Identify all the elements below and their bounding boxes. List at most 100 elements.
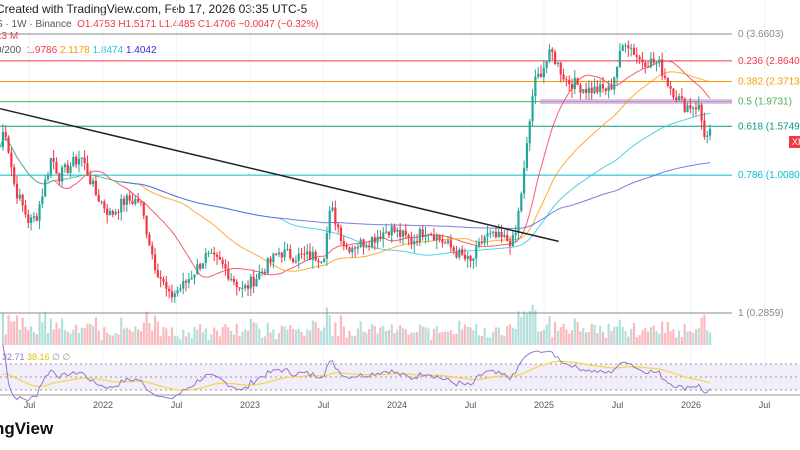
volume-bar	[162, 326, 165, 345]
volume-bar	[24, 326, 27, 345]
volume-bar	[542, 329, 545, 345]
fib-level-label: 0 (3.6603)	[738, 29, 784, 40]
candle-body	[553, 51, 557, 64]
volume-bar	[72, 329, 75, 345]
candle-body	[520, 193, 523, 211]
volume-bar	[463, 324, 467, 345]
candle-body	[666, 77, 669, 87]
volume-bar	[210, 334, 213, 345]
volume-bar	[320, 330, 323, 345]
candle-body	[49, 158, 52, 175]
volume-bar	[365, 332, 368, 345]
volume-bar	[455, 333, 458, 345]
volume-bar	[66, 331, 69, 345]
volume-bar	[630, 328, 633, 345]
volume-bar	[523, 311, 526, 345]
volume-bar	[356, 328, 359, 345]
volume-bar	[106, 332, 109, 345]
candle-body	[365, 246, 368, 248]
volume-bar	[376, 333, 379, 345]
volume-bar	[427, 328, 430, 345]
volume-bar	[170, 327, 174, 345]
candle-body	[525, 143, 529, 169]
symbol-info[interactable]: S · 1W · Binance	[0, 19, 72, 30]
volume-bar	[655, 331, 658, 345]
candle-body	[686, 105, 689, 112]
candle-body	[213, 252, 216, 255]
candle-body	[452, 247, 455, 252]
volume-bar	[663, 333, 667, 345]
tradingview-logo[interactable]: ngView	[0, 419, 54, 438]
volume-bar	[694, 329, 698, 345]
candle-body	[458, 249, 461, 258]
candle-body	[210, 252, 213, 254]
volume-bar	[184, 336, 188, 345]
volume-bar	[590, 323, 593, 345]
candle-body	[596, 86, 599, 93]
candle-body	[24, 205, 27, 215]
candle-body	[94, 180, 97, 195]
candle-body	[615, 66, 619, 78]
candle-body	[630, 47, 633, 49]
candle-body	[80, 157, 83, 159]
volume-bar	[506, 325, 509, 345]
volume-bar	[700, 317, 703, 345]
candle-body	[424, 234, 427, 238]
volume-bar	[351, 335, 354, 345]
candle-body	[66, 164, 69, 173]
volume-bar	[596, 332, 599, 345]
candle-body	[579, 84, 582, 93]
volume-bar	[379, 327, 382, 345]
volume-bar	[128, 329, 131, 345]
candle-body	[472, 258, 475, 261]
rsi-extra-1: ∅	[52, 352, 60, 362]
candle-body	[379, 236, 382, 239]
ma100-line	[0, 112, 711, 256]
candle-body	[148, 234, 151, 246]
volume-bar	[393, 333, 396, 345]
candle-body	[480, 242, 483, 244]
candle-body	[348, 247, 351, 253]
candle-body	[568, 79, 571, 84]
volume-bar	[632, 323, 636, 345]
candle-body	[139, 201, 143, 203]
candle-body	[376, 236, 379, 243]
candle-body	[463, 254, 467, 260]
candle-body	[100, 201, 103, 203]
volume-bar	[10, 321, 13, 345]
candle-body	[570, 83, 574, 90]
candle-body	[669, 86, 672, 89]
volume-bar	[44, 311, 47, 345]
volume-bar	[537, 331, 540, 345]
volume-bar	[153, 315, 157, 345]
candle-body	[1, 131, 5, 148]
candle-body	[114, 211, 117, 215]
volume-bar	[13, 321, 16, 345]
candle-body	[390, 226, 393, 236]
volume-bar	[227, 327, 230, 345]
candle-body	[196, 264, 199, 275]
volume-bar	[556, 331, 560, 345]
candle-body	[680, 96, 683, 99]
volume-bar	[215, 330, 219, 345]
candle-body	[15, 183, 19, 199]
candle-body	[7, 137, 10, 153]
candle-body	[613, 77, 616, 90]
candle-body	[103, 201, 106, 209]
candle-body	[497, 231, 500, 238]
candle-body	[542, 67, 545, 78]
ma-legend[interactable]: 0/200 1.9786 2.1178 1.8474 1.4042	[0, 45, 157, 56]
volume-bar	[249, 318, 252, 345]
candle-body	[241, 288, 244, 290]
price-chart[interactable]: Jul 2022 Jul 2023 Jul 2024 Jul 2025 Jul 2026 Jul 0 …	[0, 0, 800, 420]
ma20-value: 1.9786	[26, 45, 58, 56]
candle-body	[517, 210, 520, 233]
volume-bar	[553, 321, 557, 345]
candle-body	[38, 204, 41, 221]
fib-level-label: 0.786 (1.0080)	[738, 170, 800, 181]
volume-bar	[187, 332, 190, 345]
candle-body	[635, 54, 638, 57]
volume-bar	[286, 329, 289, 345]
candle-body	[297, 253, 300, 261]
candle-body	[356, 246, 359, 249]
